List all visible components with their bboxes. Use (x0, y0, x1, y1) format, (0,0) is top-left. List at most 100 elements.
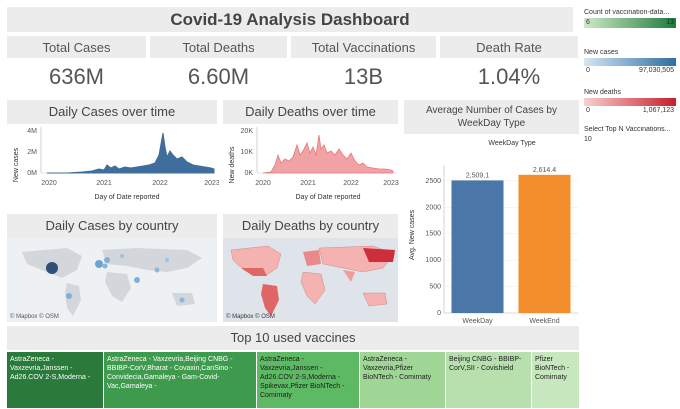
deaths-map[interactable]: © Mapbox © OSM (223, 238, 398, 322)
x-tick: 2023 (383, 180, 399, 187)
x-tick: 2022 (152, 180, 168, 187)
bubble (102, 263, 108, 269)
dashboard-title: Covid-19 Analysis Dashboard (7, 7, 573, 32)
legend-max: 13 (666, 19, 674, 26)
topn-value[interactable]: 10 (584, 136, 592, 143)
daily-cases-chart[interactable]: New cases 4M 2M 0M 2020 2021 2022 2023 D… (7, 125, 219, 205)
x-tick: 2020 (255, 180, 271, 187)
y-tick: 2M (27, 149, 37, 156)
vaccine-cell[interactable]: AstraZeneca - Vaxzevria,Janssen - Ad26.C… (7, 352, 103, 408)
kpi-label: Total Vaccinations (291, 36, 436, 58)
kpi-value: 636M (48, 64, 105, 89)
vaccine-cell[interactable]: Pfizer BioNTech - Comirnaty (532, 352, 579, 408)
bar-weekend[interactable] (518, 174, 571, 313)
x-tick: 2020 (41, 180, 57, 187)
y-axis-label: New cases (13, 147, 20, 182)
daily-cases-title: Daily Cases over time (7, 100, 217, 124)
bubble (154, 267, 160, 273)
region-americas (241, 268, 279, 316)
x-axis-label: Day of Date reported (95, 194, 160, 201)
legend-title: New deaths (584, 89, 621, 96)
legend-title: WeekDay Type (488, 140, 535, 147)
bubble (165, 258, 169, 262)
bar-value-label: 2,509.1 (466, 172, 489, 179)
y-tick: 10K (241, 149, 254, 156)
topn-parameter[interactable]: Select Top N Vaccinations... 10 (584, 126, 676, 143)
kpi-value: 1.04% (477, 64, 541, 89)
legend-max: 97,030,505 (638, 67, 674, 74)
vaccines-title: Top 10 used vaccines (7, 326, 579, 350)
kpi-total-cases: Total Cases 636M (7, 36, 146, 96)
bubble (104, 257, 110, 263)
region-india (343, 270, 355, 282)
bubble (95, 260, 103, 268)
x-category-label: WeekEnd (529, 318, 559, 325)
bubble (134, 277, 140, 283)
legend-min: 6 (586, 19, 590, 26)
y-axis-label: Avg. New cases (409, 209, 416, 260)
kpi-total-deaths: Total Deaths 6.60M (150, 36, 287, 96)
legend-title: Count of vaccination-data... (584, 9, 670, 16)
bubble (179, 297, 185, 303)
legend-max: 1,067,123 (642, 107, 674, 114)
cases-series (47, 132, 215, 174)
y-tick: 0M (27, 170, 37, 177)
kpi-value: 13B (343, 64, 384, 89)
bubble (120, 254, 124, 258)
y-tick: 1000 (425, 257, 441, 264)
x-tick: 2022 (343, 180, 359, 187)
kpi-label: Total Deaths (150, 36, 287, 58)
y-tick: 4M (27, 128, 37, 135)
legend-gradient-green: 6 13 (584, 18, 676, 28)
legend-gradient-blue (584, 58, 676, 66)
cases-map-title: Daily Cases by country (7, 214, 217, 238)
region-europe (303, 250, 321, 266)
vaccine-treemap[interactable]: AstraZeneca - Vaxzevria,Janssen - Ad26.C… (7, 352, 579, 408)
bubble (66, 293, 72, 299)
y-tick: 2500 (425, 178, 441, 185)
vaccine-cell[interactable]: AstraZeneca - Vaxzevria,Beijing CNBG - B… (104, 352, 256, 408)
daily-deaths-title: Daily Deaths over time (223, 100, 398, 124)
legend-vaccination[interactable]: Count of vaccination-data... 6 13 (584, 9, 676, 28)
x-tick: 2021 (300, 180, 316, 187)
legend-gradient-red (584, 98, 676, 106)
legend-min: 0 (586, 67, 590, 74)
bar-value-label: 2,614.4 (533, 167, 556, 174)
kpi-value: 6.60M (187, 64, 250, 89)
legend-new-cases[interactable]: New cases 0 97,030,505 (584, 49, 676, 76)
map-credit: © Mapbox © OSM (226, 314, 275, 320)
cases-map[interactable]: © Mapbox © OSM (7, 238, 217, 322)
y-tick: 20K (241, 128, 254, 135)
y-tick: 0 (437, 310, 441, 317)
daily-deaths-chart[interactable]: New deaths 20K 10K 0K 2020 2021 2022 202… (223, 125, 401, 205)
y-tick: 0K (244, 170, 253, 177)
deaths-series (262, 134, 394, 174)
deaths-map-title: Daily Deaths by country (223, 214, 398, 238)
kpi-total-vaccinations: Total Vaccinations 13B (291, 36, 436, 96)
continent (22, 248, 202, 316)
bar-weekday[interactable] (451, 180, 504, 313)
kpi-death-rate: Death Rate 1.04% (440, 36, 578, 96)
x-axis-label: Day of Date reported (296, 194, 361, 201)
legend-min: 0 (586, 107, 590, 114)
legend-title: New cases (584, 49, 619, 56)
vaccine-cell[interactable]: AstraZeneca - Vaxzevria,Pfizer BioNTech … (360, 352, 445, 408)
region-russia (363, 248, 395, 262)
bars: 2,509.1 WeekDay 2,614.4 WeekEnd (451, 167, 571, 325)
kpi-label: Death Rate (440, 36, 578, 58)
map-credit: © Mapbox © OSM (10, 314, 59, 320)
x-tick: 2021 (96, 180, 112, 187)
kpi-label: Total Cases (7, 36, 146, 58)
y-tick: 500 (429, 284, 441, 291)
y-tick: 2000 (425, 204, 441, 211)
y-tick: 1500 (425, 231, 441, 238)
x-tick: 2023 (204, 180, 219, 187)
x-category-label: WeekDay (462, 318, 493, 325)
y-axis-label: New deaths (229, 146, 236, 183)
vaccine-cell[interactable]: AstraZeneca - Vaxzevria,Janssen - Ad26.C… (257, 352, 359, 408)
weekday-bar-chart[interactable]: WeekDay Type Avg. New cases 2500 2000 1500… (404, 135, 580, 325)
topn-label: Select Top N Vaccinations... (584, 126, 671, 133)
bubble-usa (46, 262, 58, 274)
vaccine-cell[interactable]: Beijing CNBG - BBIBP-CorV,SII - Covishie… (446, 352, 531, 408)
legend-new-deaths[interactable]: New deaths 0 1,067,123 (584, 89, 676, 116)
